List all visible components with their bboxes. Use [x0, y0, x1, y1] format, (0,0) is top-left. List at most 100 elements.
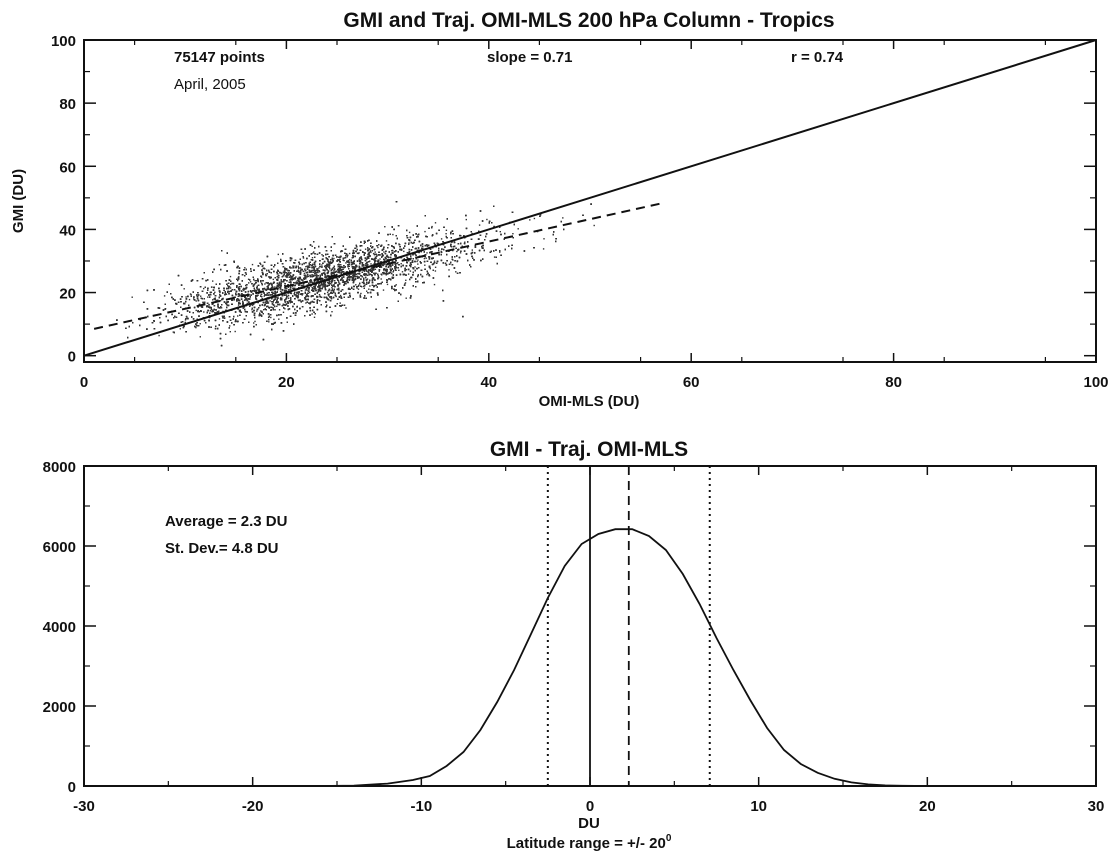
scatter-point: [424, 230, 426, 233]
scatter-point: [364, 248, 367, 250]
scatter-point: [445, 229, 448, 231]
scatter-point: [237, 304, 240, 306]
scatter-point: [260, 263, 262, 266]
scatter-point: [312, 252, 314, 254]
scatter-point: [253, 322, 255, 324]
scatter-point: [208, 303, 210, 306]
scatter-point: [400, 257, 403, 259]
scatter-point: [438, 249, 440, 252]
scatter-point: [185, 296, 187, 298]
scatter-point: [371, 278, 373, 280]
scatter-point: [203, 287, 205, 290]
scatter-point: [279, 290, 282, 292]
scatter-point: [274, 298, 277, 300]
scatter-point: [431, 225, 433, 228]
scatter-point: [452, 249, 454, 252]
scatter-points: [116, 201, 595, 347]
scatter-point: [357, 288, 360, 290]
scatter-point: [370, 251, 372, 254]
scatter-point: [270, 316, 272, 319]
scatter-point: [195, 326, 197, 329]
scatter-point: [278, 274, 280, 277]
scatter-point: [318, 267, 320, 269]
scatter-point: [289, 267, 291, 269]
scatter-point: [348, 274, 350, 277]
scatter-point: [294, 282, 296, 284]
scatter-point: [410, 266, 412, 268]
scatter-point: [285, 276, 287, 278]
scatter-point: [195, 300, 197, 302]
scatter-point: [306, 265, 308, 267]
scatter-point: [356, 287, 358, 289]
scatter-point: [249, 281, 252, 283]
scatter-point: [325, 257, 327, 259]
scatter-point: [369, 285, 371, 287]
scatter-point: [380, 278, 382, 280]
scatter-point: [383, 251, 385, 253]
scatter-point: [533, 217, 536, 220]
scatter-point: [382, 289, 385, 291]
scatter-point: [314, 269, 316, 271]
scatter-point: [471, 249, 473, 251]
scatter-point: [212, 310, 215, 313]
scatter-point: [307, 275, 309, 278]
scatter-point: [271, 294, 273, 296]
scatter-point: [284, 287, 286, 289]
scatter-point: [517, 228, 519, 230]
scatter-point: [210, 291, 213, 293]
scatter-point: [251, 304, 254, 307]
scatter-point: [360, 257, 363, 259]
scatter-point: [386, 254, 388, 256]
scatter-point: [287, 292, 289, 295]
scatter-point: [390, 278, 392, 280]
scatter-point: [214, 297, 216, 299]
scatter-point: [290, 292, 293, 295]
scatter-point: [360, 256, 362, 258]
scatter-point: [328, 295, 330, 297]
scatter-point: [542, 248, 545, 250]
scatter-point: [304, 289, 307, 291]
scatter-point: [361, 281, 364, 284]
scatter-point: [331, 286, 333, 289]
scatter-point: [321, 264, 323, 266]
scatter-point: [405, 279, 407, 281]
scatter-point: [212, 299, 214, 301]
scatter-point: [363, 242, 365, 244]
scatter-point: [225, 293, 228, 295]
scatter-point: [361, 265, 363, 267]
scatter-point: [424, 264, 426, 266]
scatter-point: [272, 293, 274, 295]
scatter-point: [378, 270, 380, 272]
scatter-point: [330, 290, 332, 292]
scatter-point: [478, 224, 481, 226]
scatter-point: [445, 233, 447, 235]
scatter-point: [251, 309, 253, 311]
scatter-point: [300, 268, 302, 270]
scatter-point: [237, 315, 239, 317]
scatter-point: [229, 287, 232, 289]
scatter-point: [414, 253, 416, 255]
scatter-point: [229, 331, 231, 333]
scatter-point: [199, 323, 201, 325]
scatter-point: [434, 266, 437, 268]
scatter-point: [243, 306, 246, 308]
scatter-point: [238, 293, 241, 295]
scatter-point: [448, 269, 450, 271]
scatter-point: [305, 276, 307, 279]
scatter-point: [278, 318, 280, 320]
scatter-point: [341, 272, 343, 274]
scatter-point: [260, 276, 263, 278]
scatter-point: [273, 286, 276, 288]
scatter-point: [410, 258, 412, 260]
scatter-point: [333, 273, 335, 276]
scatter-point: [357, 285, 359, 287]
scatter-point: [331, 288, 334, 290]
scatter-point: [408, 231, 411, 234]
scatter-point: [267, 316, 270, 319]
scatter-point: [311, 257, 314, 259]
scatter-point: [245, 284, 247, 287]
scatter-point: [379, 258, 381, 260]
scatter-point: [417, 234, 419, 236]
scatter-point: [593, 224, 595, 227]
scatter-point: [392, 276, 395, 279]
